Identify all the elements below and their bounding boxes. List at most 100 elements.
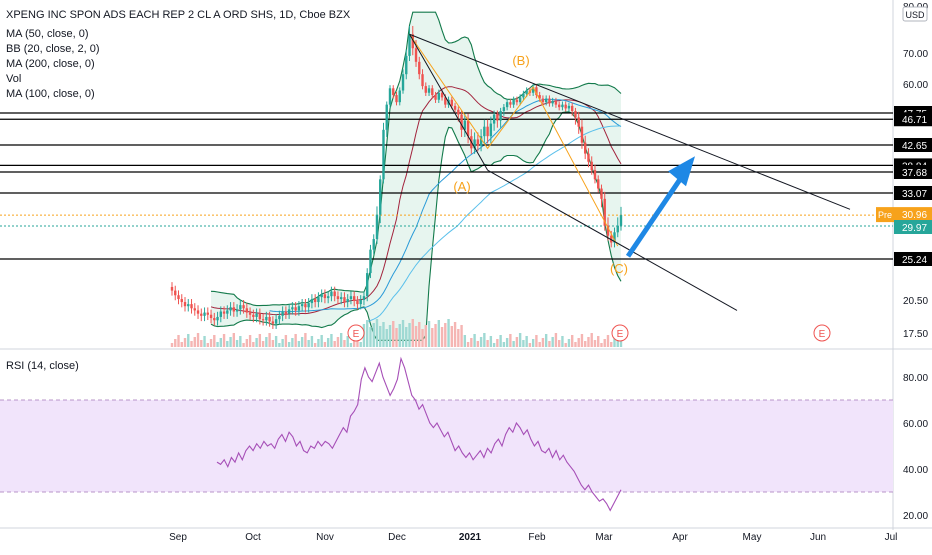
candle-body xyxy=(239,305,242,310)
candle-body xyxy=(434,95,437,100)
candle-body xyxy=(414,48,418,62)
rsi-axis-tick: 40.00 xyxy=(903,465,928,476)
candle-body xyxy=(616,225,619,233)
volume-bar xyxy=(447,319,450,347)
volume-bar xyxy=(610,342,613,347)
candle-body xyxy=(174,290,177,296)
wave-label-a: (A) xyxy=(453,179,470,194)
earnings-marker xyxy=(611,324,629,342)
candle-body xyxy=(320,294,323,298)
volume-bar xyxy=(320,335,323,347)
candle-body xyxy=(570,105,574,112)
candle-body xyxy=(489,123,493,137)
volume-bar xyxy=(313,343,317,347)
volume-bar xyxy=(597,336,600,347)
price-label: 25.24 xyxy=(902,255,927,266)
volume-bar xyxy=(512,341,515,347)
indicator-bb[interactable]: BB (20, close, 2, 0) xyxy=(6,43,100,55)
volume-bar xyxy=(567,339,571,347)
price-axis-tick: 17.50 xyxy=(903,329,928,340)
premarket-price-box xyxy=(894,207,932,223)
rsi-label[interactable]: RSI (14, close) xyxy=(6,360,79,372)
candle-body xyxy=(392,88,395,96)
volume-bar xyxy=(291,338,294,347)
candle-body xyxy=(401,74,405,91)
volume-bar xyxy=(388,325,392,347)
time-axis-tick: Sep xyxy=(169,532,187,543)
indicator-ma100[interactable]: MA (100, close, 0) xyxy=(6,88,95,100)
volume-bar xyxy=(470,338,473,347)
candle-body xyxy=(248,312,252,315)
volume-bar xyxy=(346,336,349,347)
indicator-ma50[interactable]: MA (50, close, 0) xyxy=(6,28,89,40)
volume-bar xyxy=(535,335,538,347)
candle-body xyxy=(411,34,414,49)
volume-bar xyxy=(235,340,239,347)
candle-body xyxy=(235,309,239,312)
volume-bar xyxy=(424,325,427,347)
candle-body xyxy=(333,291,336,297)
volume-bar xyxy=(584,341,587,347)
candle-body xyxy=(196,310,200,314)
indicator-ma200[interactable]: MA (200, close, 0) xyxy=(6,58,95,70)
volume-bar xyxy=(463,335,467,347)
premarket-tag: Pre xyxy=(878,210,892,220)
volume-bar xyxy=(606,335,610,347)
volume-bar xyxy=(349,343,353,347)
candle-body xyxy=(505,102,509,108)
volume-bar xyxy=(385,329,388,347)
candle-body xyxy=(603,198,606,226)
wave-label-b: (B) xyxy=(512,53,529,68)
candle-body xyxy=(297,306,301,311)
candle-body xyxy=(408,34,411,56)
volume-bar xyxy=(310,336,314,347)
candle-body xyxy=(362,296,366,300)
volume-bar xyxy=(206,343,209,347)
candle-body xyxy=(492,114,496,124)
candle-body xyxy=(535,87,538,96)
volume-bar xyxy=(219,338,223,347)
indicator-vol[interactable]: Vol xyxy=(6,73,22,85)
volume-bar xyxy=(444,323,447,347)
candle-body xyxy=(216,316,219,321)
candle-body xyxy=(522,93,525,98)
volume-bar xyxy=(570,335,574,347)
volume-bar xyxy=(304,333,307,347)
volume-bar xyxy=(619,341,623,347)
wave-label-c: (C) xyxy=(610,261,628,276)
rsi-axis-tick: 60.00 xyxy=(903,419,928,430)
price-label-box xyxy=(894,186,932,200)
volume-bar xyxy=(258,334,262,347)
symbol-title-text: XPENG INC SPON ADS EACH REP 2 CL A ORD S… xyxy=(6,9,351,21)
volume-bar xyxy=(505,338,509,347)
volume-bar xyxy=(518,333,522,347)
candle-body xyxy=(427,88,431,93)
volume-bar xyxy=(187,334,190,347)
volume-bar xyxy=(528,343,532,347)
volume-bar xyxy=(196,333,200,347)
volume-bar xyxy=(375,319,379,347)
volume-bar xyxy=(265,337,268,347)
candle-body xyxy=(222,311,226,314)
price-label-box xyxy=(894,252,932,266)
candle-body xyxy=(554,100,558,105)
time-axis-tick: Mar xyxy=(595,532,613,543)
volume-bar xyxy=(525,336,528,347)
candle-body xyxy=(460,114,463,130)
volume-bar xyxy=(248,335,252,347)
candle-body xyxy=(379,179,382,215)
wave-path xyxy=(409,33,619,247)
candle-body xyxy=(431,88,434,96)
volume-bar xyxy=(392,321,395,347)
channel-upper-line xyxy=(409,33,851,210)
earnings-marker-label: E xyxy=(353,329,360,340)
volume-bar xyxy=(297,341,301,347)
candle-body xyxy=(203,312,206,316)
price-label-box xyxy=(894,165,932,179)
candle-body xyxy=(213,318,216,321)
candle-body xyxy=(593,170,597,180)
candle-body xyxy=(567,105,571,109)
volume-bar xyxy=(339,333,343,347)
